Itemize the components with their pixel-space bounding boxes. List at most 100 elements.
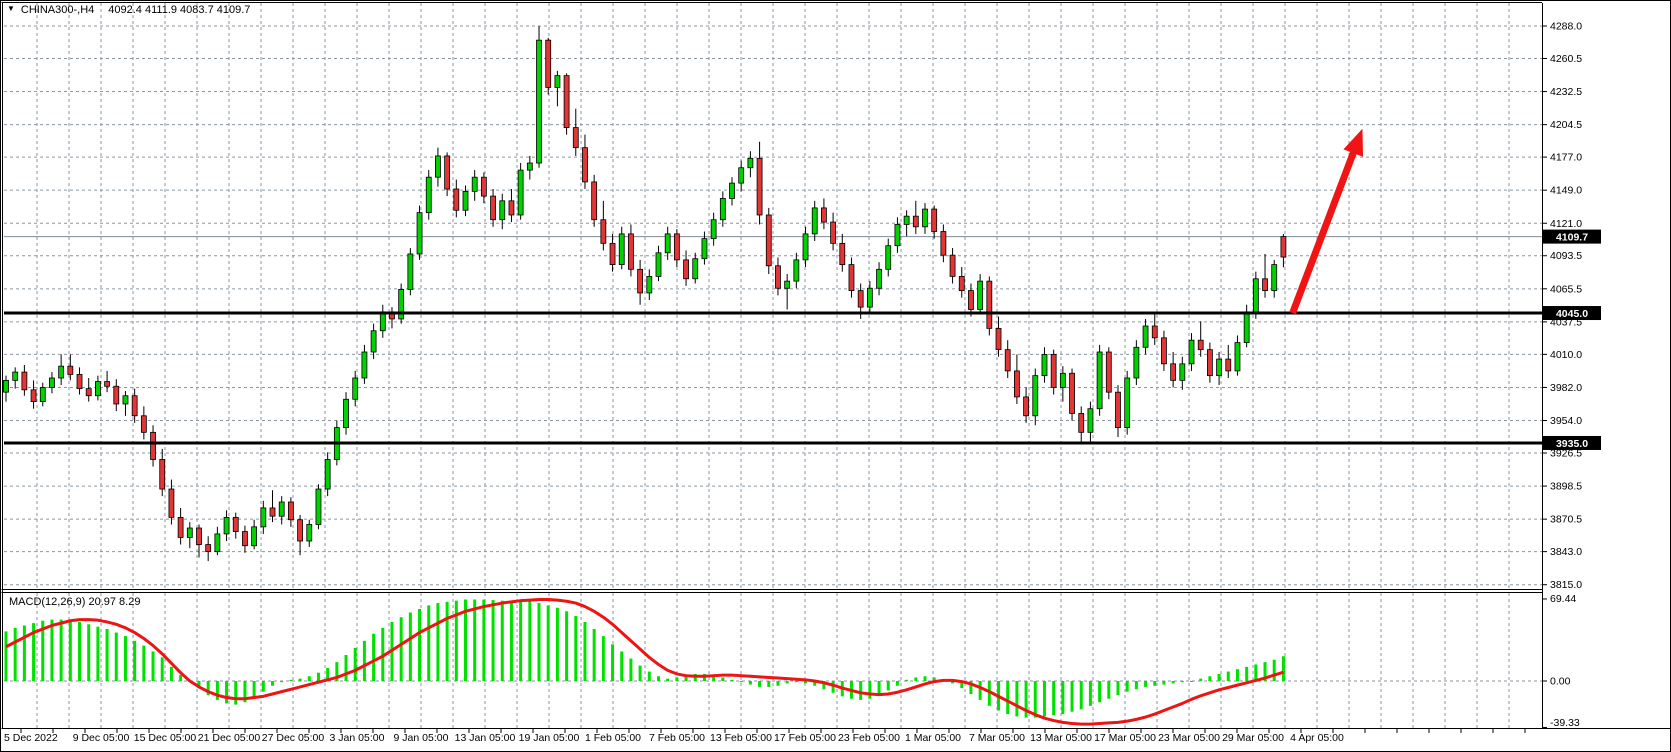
macd-bar bbox=[1116, 681, 1120, 696]
candle-body bbox=[232, 516, 239, 532]
sr-price-tag-box bbox=[1543, 306, 1601, 321]
candle-body bbox=[1087, 408, 1094, 433]
candle-body bbox=[287, 501, 294, 521]
candle-body bbox=[49, 377, 55, 388]
candle-body bbox=[1280, 236, 1287, 258]
candle-body bbox=[1151, 325, 1158, 339]
candle-body bbox=[931, 208, 938, 232]
macd-bar bbox=[1208, 676, 1212, 681]
time-axis-label: 1 Feb 05:00 bbox=[585, 732, 641, 744]
macd-bar bbox=[776, 681, 780, 686]
macd-bar bbox=[601, 636, 605, 681]
macd-bar bbox=[362, 640, 366, 681]
candle-body bbox=[729, 182, 735, 199]
macd-bar bbox=[721, 677, 725, 681]
macd-bar bbox=[886, 681, 890, 691]
candle-body bbox=[177, 516, 184, 538]
time-axis-label: 23 Feb 05:00 bbox=[838, 732, 900, 744]
candle-body bbox=[297, 519, 303, 542]
candle-body bbox=[848, 264, 855, 291]
macd-bar bbox=[206, 681, 210, 696]
macd-bar bbox=[316, 672, 320, 681]
grid-layer bbox=[4, 3, 1542, 728]
pane-borders bbox=[1, 2, 1670, 729]
price-axis-label: 4010.0 bbox=[1550, 349, 1582, 361]
price-axis-label: 4065.5 bbox=[1550, 283, 1582, 295]
candle-body bbox=[1243, 311, 1250, 343]
macd-bar bbox=[528, 600, 532, 681]
price-axis-label: 3954.0 bbox=[1550, 415, 1582, 427]
candle-body bbox=[683, 259, 689, 280]
price-axis-label: 3982.0 bbox=[1550, 382, 1582, 394]
time-axis-label: 9 Dec 05:00 bbox=[73, 732, 130, 744]
candle-body bbox=[444, 155, 451, 190]
horizontal-lines-layer bbox=[4, 311, 1542, 445]
macd-bar bbox=[105, 629, 109, 681]
time-axis-label: 27 Dec 05:00 bbox=[262, 732, 325, 744]
candle-body bbox=[1142, 325, 1149, 348]
arrow-head[interactable] bbox=[1343, 128, 1364, 157]
candle-body bbox=[536, 39, 542, 164]
macd-bar bbox=[1088, 681, 1092, 706]
macd-bar bbox=[169, 666, 173, 681]
candle-body bbox=[278, 501, 285, 517]
macd-bar bbox=[951, 681, 955, 684]
candle-body bbox=[600, 219, 607, 244]
price-axis[interactable]: 4288.0 4260.5 4232.5 4204.5 4177.0 4149.0 4121… bbox=[1542, 21, 1601, 592]
macd-bar bbox=[114, 632, 118, 681]
macd-bar bbox=[1226, 671, 1230, 681]
price-axis-label: 4260.5 bbox=[1550, 53, 1582, 65]
macd-bar bbox=[1125, 681, 1129, 692]
time-axis-label: 21 Dec 05:00 bbox=[198, 732, 261, 744]
macd-bar bbox=[1245, 666, 1249, 681]
macd-bar bbox=[1042, 681, 1046, 717]
candle-body bbox=[379, 311, 386, 332]
candle-body bbox=[1206, 349, 1213, 377]
macd-bar bbox=[1171, 681, 1175, 684]
candle-body bbox=[1105, 351, 1112, 393]
macd-bar bbox=[712, 675, 716, 681]
candle-body bbox=[260, 507, 267, 528]
time-axis[interactable]: 5 Dec 2022 9 Dec 05:00 15 Dec 05:00 21 Dec … bbox=[4, 729, 1526, 744]
candle-body bbox=[802, 233, 809, 261]
candle-body bbox=[866, 287, 873, 308]
macd-bar bbox=[408, 612, 412, 681]
candle-body bbox=[453, 188, 460, 211]
macd-bar bbox=[895, 681, 899, 686]
macd-bar bbox=[877, 681, 881, 696]
macd-bar bbox=[1180, 681, 1184, 683]
macd-bar bbox=[868, 681, 872, 699]
candle-body bbox=[480, 176, 487, 197]
candle-body bbox=[912, 215, 919, 228]
candle-body bbox=[21, 371, 28, 391]
candle-body bbox=[39, 387, 46, 403]
macd-bar bbox=[197, 681, 201, 689]
macd-bar bbox=[68, 620, 72, 681]
time-axis-label: 4 Apr 05:00 bbox=[1290, 732, 1344, 744]
candle-body bbox=[315, 488, 322, 525]
candle-body bbox=[545, 39, 552, 88]
macd-bar bbox=[298, 678, 302, 681]
macd-bar bbox=[1235, 669, 1239, 681]
macd-bar bbox=[647, 671, 651, 681]
macd-bar bbox=[436, 603, 440, 681]
candle-body bbox=[186, 527, 193, 538]
macd-bar bbox=[427, 605, 431, 681]
candle-body bbox=[1252, 278, 1259, 313]
macd-axis-label: 0.00 bbox=[1550, 676, 1571, 688]
macd-bar bbox=[289, 679, 293, 681]
candle-body bbox=[1032, 375, 1039, 417]
candle-body bbox=[940, 231, 947, 256]
price-axis-label: 4149.0 bbox=[1550, 185, 1582, 197]
macd-bar bbox=[78, 621, 82, 681]
symbol-dropdown[interactable]: ▼ CHINA300-,H4 4092.4 4111.9 4083.7 4109… bbox=[7, 4, 250, 16]
macd-bar bbox=[1199, 678, 1203, 681]
price-axis-label: 3815.0 bbox=[1550, 579, 1582, 591]
macd-bar bbox=[32, 623, 36, 681]
macd-bar bbox=[923, 676, 927, 681]
candle-body bbox=[857, 290, 864, 308]
arrow-shaft[interactable] bbox=[1289, 148, 1358, 315]
sr-price-tag-text: 4045.0 bbox=[1556, 308, 1588, 320]
macd-bar bbox=[739, 681, 743, 683]
